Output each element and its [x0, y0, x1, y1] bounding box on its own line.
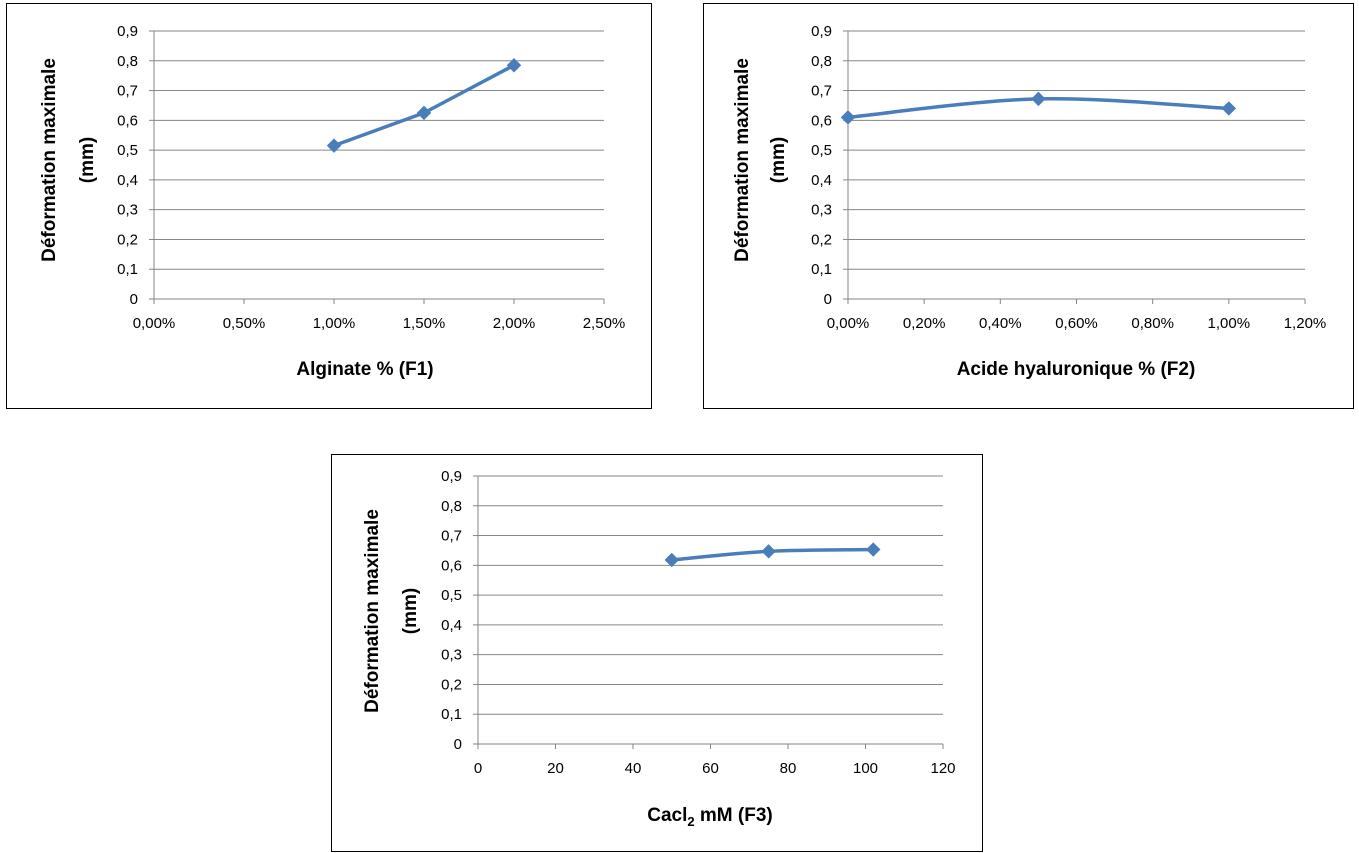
y-tick-label: 0,9: [811, 23, 832, 40]
chart-cacl2: 0 0,1 0,2 0,3 0,4 0,5 0,6 0,7 0,8 0,9 0 20 40 60 80 100…: [331, 454, 983, 852]
x-tick-label: 1,00%: [313, 315, 356, 332]
y-axis-title: (mm): [400, 588, 421, 634]
y-tick-label: 0,8: [441, 498, 462, 515]
y-tick-label: 0,7: [811, 83, 832, 100]
chart-alginate: 0 0,1 0,2 0,3 0,4 0,5 0,6 0,7 0,8 0,9 0,00% 0,50% 1,…: [6, 3, 652, 409]
y-tick-label: 0,2: [811, 231, 832, 248]
y-tick-label: 0,6: [117, 112, 138, 129]
x-tick-label: 0,80%: [1131, 315, 1174, 332]
y-tick-label: 0,6: [811, 112, 832, 129]
x-tick-label: 0,50%: [223, 315, 266, 332]
y-tick-label: 0,1: [117, 261, 138, 278]
y-tick-label: 0,9: [441, 468, 462, 485]
x-tick-label: 20: [547, 760, 564, 777]
x-tick-label: 1,50%: [403, 315, 446, 332]
y-tick-label: 0,2: [117, 231, 138, 248]
x-tick-label: 120: [930, 760, 955, 777]
chart-cacl2-svg: 0 0,1 0,2 0,3 0,4 0,5 0,6 0,7 0,8 0,9 0 20 40 60 80 100…: [362, 468, 956, 829]
y-tick-label: 0: [454, 736, 462, 753]
y-tick-label: 0,8: [117, 53, 138, 70]
y-tick-label: 0,2: [441, 676, 462, 693]
x-tick-label: 80: [780, 760, 797, 777]
x-tick-label: 0: [474, 760, 482, 777]
x-tick-label: 0,40%: [979, 315, 1022, 332]
x-tick-label: 0,00%: [827, 315, 870, 332]
y-axis-title: (mm): [768, 137, 789, 183]
y-axis-title: Déformation maximale: [362, 509, 383, 713]
y-tick-label: 0,4: [441, 617, 462, 634]
chart-acide-hyaluronique: 0 0,1 0,2 0,3 0,4 0,5 0,6 0,7 0,8 0,9 0,00% 0,20% 0,…: [703, 3, 1354, 409]
x-tick-label: 1,20%: [1284, 315, 1327, 332]
x-tick-label: 2,00%: [493, 315, 536, 332]
series-line: [333, 63, 515, 148]
data-point-marker: [1031, 91, 1046, 107]
y-tick-label: 0,4: [811, 172, 832, 189]
y-tick-label: 0,9: [117, 23, 138, 40]
data-point-marker: [326, 138, 342, 153]
x-tick-label: 2,50%: [583, 315, 626, 332]
data-point-marker: [506, 58, 522, 73]
y-tick-label: 0,6: [441, 557, 462, 574]
y-tick-label: 0,5: [811, 142, 832, 159]
x-tick-label: 60: [702, 760, 719, 777]
data-point-marker: [761, 544, 776, 559]
data-point-marker: [866, 542, 881, 557]
data-point-marker: [1221, 101, 1237, 116]
y-tick-label: 0,3: [117, 202, 138, 219]
data-point-marker: [664, 552, 679, 568]
x-tick-label: 0,00%: [133, 315, 176, 332]
y-tick-label: 0,3: [441, 647, 462, 664]
x-tick-label: 0,20%: [903, 315, 946, 332]
data-point-marker: [416, 105, 432, 121]
y-tick-label: 0,7: [441, 528, 462, 545]
chart-alginate-svg: 0 0,1 0,2 0,3 0,4 0,5 0,6 0,7 0,8 0,9 0,00% 0,50% 1,…: [39, 23, 626, 380]
x-axis-title: Cacl2 mM (F3): [647, 805, 772, 829]
y-tick-label: 0: [130, 291, 138, 308]
x-tick-label: 0,60%: [1055, 315, 1098, 332]
y-tick-label: 0,5: [117, 142, 138, 159]
y-tick-label: 0,1: [441, 706, 462, 723]
x-axis-title: Alginate % (F1): [296, 359, 433, 380]
y-tick-label: 0,4: [117, 172, 138, 189]
y-tick-label: 0,3: [811, 202, 832, 219]
y-axis-title: Déformation maximale: [39, 58, 60, 262]
data-point-marker: [840, 110, 856, 125]
y-tick-label: 0,8: [811, 53, 832, 70]
x-axis-title: Acide hyaluronique % (F2): [957, 359, 1196, 380]
y-tick-label: 0: [824, 291, 832, 308]
y-tick-label: 0,1: [811, 261, 832, 278]
y-axis-title: (mm): [77, 137, 98, 183]
x-tick-label: 40: [625, 760, 642, 777]
chart-acide-hyaluronique-svg: 0 0,1 0,2 0,3 0,4 0,5 0,6 0,7 0,8 0,9 0,00% 0,20% 0,…: [732, 23, 1327, 380]
y-tick-label: 0,5: [441, 587, 462, 604]
x-tick-label: 1,00%: [1208, 315, 1251, 332]
y-axis-title: Déformation maximale: [732, 58, 753, 262]
y-tick-label: 0,7: [117, 83, 138, 100]
x-tick-label: 100: [853, 760, 878, 777]
